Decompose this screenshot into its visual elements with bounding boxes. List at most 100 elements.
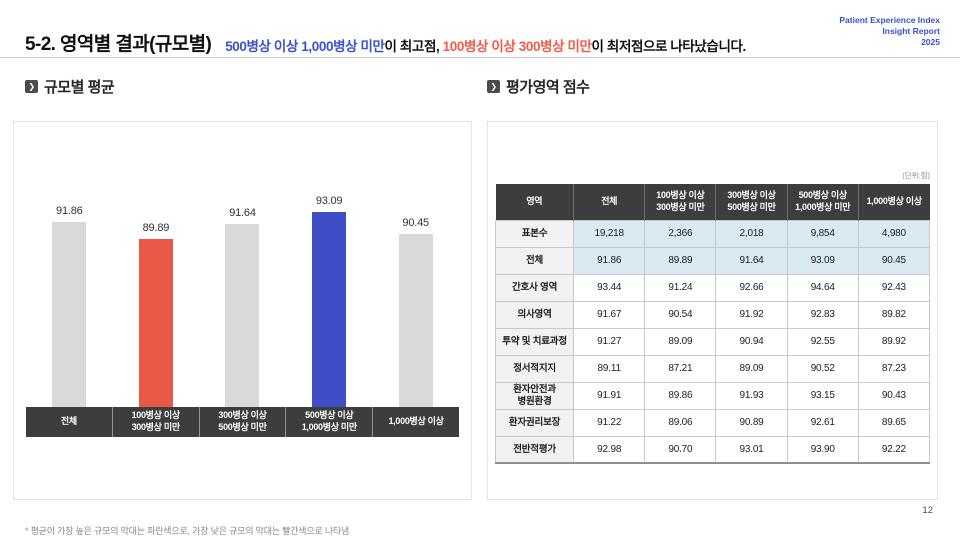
row-label: 정서적지지 — [494, 354, 575, 383]
score-cell: 89.06 — [644, 408, 717, 437]
chart-category-label: 전체 — [60, 416, 77, 427]
score-cell: 91.67 — [573, 300, 646, 329]
score-cell: 91.93 — [715, 381, 788, 410]
score-cell: 91.27 — [573, 327, 646, 356]
subtitle-mid: 이 최고점, — [384, 39, 443, 54]
score-cell: 91.91 — [573, 381, 646, 410]
table-row: 전체 91.86 89.89 91.64 93.09 90.45 — [494, 246, 931, 275]
score-cell: 89.65 — [857, 408, 931, 437]
chart-section-title: ❯ 규모별 평균 — [25, 76, 115, 97]
bar-column: 91.86 — [26, 122, 113, 407]
score-cell: 90.43 — [857, 381, 931, 410]
score-cell: 91.64 — [715, 246, 788, 275]
row-label: 전체 — [494, 246, 575, 275]
subtitle-highlight-red: 100병상 이상 300병상 미만 — [442, 39, 592, 54]
score-cell: 92.61 — [786, 408, 859, 437]
table-row: 환자안전과 병원환경 91.91 89.86 91.93 93.15 90.43 — [494, 381, 931, 410]
score-cell: 91.92 — [715, 300, 788, 329]
score-cell: 93.01 — [715, 435, 788, 464]
table-row: 정서적지지 89.11 87.21 89.09 90.52 87.23 — [494, 354, 931, 383]
table-row: 투약 및 치료과정 91.27 89.09 90.94 92.55 89.92 — [494, 327, 931, 356]
bar — [225, 224, 260, 407]
page-subtitle: 500병상 이상 1,000병상 미만이 최고점, 100병상 이상 300병상… — [225, 35, 746, 57]
score-cell: 4,980 — [857, 219, 931, 248]
score-cell: 93.09 — [786, 246, 859, 275]
table-row: 의사영역 91.67 90.54 91.92 92.83 89.82 — [494, 300, 931, 329]
score-cell: 90.54 — [644, 300, 717, 329]
table-card: (단위:점) 영역 전체 100병상 이상 300병상 미만 300병상 이상 500… — [487, 121, 938, 500]
score-cell: 92.22 — [857, 435, 931, 464]
score-cell: 9,854 — [786, 219, 859, 248]
score-cell: 91.86 — [573, 246, 646, 275]
score-cell: 89.89 — [644, 246, 717, 275]
bar-column: 93.09 — [286, 122, 373, 407]
chart-category-bar: 전체 100병상 이상 300병상 미만 300병상 이상 500병상 미만 500병… — [26, 407, 459, 437]
page-header: 5-2. 영역별 결과(규모별) 500병상 이상 1,000병상 미만이 최고… — [0, 0, 960, 57]
score-cell: 90.70 — [644, 435, 717, 464]
score-cell: 92.66 — [715, 273, 788, 302]
row-label: 투약 및 치료과정 — [494, 327, 575, 356]
brand-line-3: 2025 — [921, 37, 940, 48]
score-cell: 90.45 — [857, 246, 931, 275]
score-cell: 89.09 — [644, 327, 717, 356]
score-cell: 19,218 — [573, 219, 646, 248]
subtitle-tail: 이 최저점으로 나타났습니다. — [591, 39, 747, 54]
footnote: * 평균이 가장 높은 규모의 막대는 파란색으로, 가장 낮은 규모의 막대는… — [25, 526, 350, 536]
table-section-title-label: 평가영역 점수 — [506, 79, 590, 96]
section-arrow-icon: ❯ — [25, 80, 38, 93]
table-column-header: 1,000병상 이상 — [858, 184, 930, 220]
score-cell: 91.24 — [644, 273, 717, 302]
score-cell: 87.21 — [644, 354, 717, 383]
table-column-header: 500병상 이상 1,000병상 미만 — [787, 184, 859, 220]
table-column-header: 전체 — [573, 184, 646, 220]
row-label: 의사영역 — [494, 300, 575, 329]
score-cell: 89.92 — [857, 327, 931, 356]
chart-category-label: 500병상 이상 1,000병상 미만 — [285, 407, 372, 437]
bar-chart: 91.86 89.89 91.64 93.09 90.45 — [26, 122, 459, 407]
brand-line-1: Patient Experience Index — [839, 15, 940, 25]
score-cell: 87.23 — [857, 354, 931, 383]
score-cell: 92.98 — [573, 435, 646, 464]
header-divider — [0, 57, 960, 58]
row-label: 환자안전과 병원환경 — [494, 381, 575, 410]
bar-value-label: 91.64 — [229, 207, 256, 220]
row-label: 간호사 영역 — [494, 273, 575, 302]
table-column-header: 100병상 이상 300병상 미만 — [644, 184, 717, 220]
score-cell: 90.94 — [715, 327, 788, 356]
subtitle-highlight-blue: 500병상 이상 1,000병상 미만 — [225, 39, 385, 54]
chart-category-label: 1,000병상 이상 — [372, 407, 459, 437]
bar-column: 90.45 — [372, 122, 459, 407]
table-row: 환자권리보장 91.22 89.06 90.89 92.61 89.65 — [494, 408, 931, 437]
bar-value-label: 89.89 — [142, 221, 170, 234]
score-cell: 89.82 — [857, 300, 931, 329]
table-column-header: 300병상 이상 500병상 미만 — [715, 184, 788, 220]
chart-category-label: 300병상 이상 500병상 미만 — [198, 407, 286, 437]
bar — [398, 234, 433, 407]
score-cell: 90.52 — [786, 354, 859, 383]
score-cell: 89.86 — [644, 381, 717, 410]
score-cell: 92.83 — [786, 300, 859, 329]
score-cell: 93.44 — [573, 273, 646, 302]
table-column-header: 영역 — [495, 184, 575, 220]
brand-line-2: Insight Report — [882, 26, 940, 37]
score-cell: 89.09 — [715, 354, 788, 383]
report-brand: Patient Experience Index Insight Report … — [839, 13, 940, 57]
bar-value-label: 90.45 — [402, 217, 429, 230]
bar-value-label: 93.09 — [315, 194, 343, 207]
score-cell: 89.11 — [573, 354, 646, 383]
row-label: 전반적평가 — [494, 435, 575, 464]
table-row: 간호사 영역 93.44 91.24 92.66 94.64 92.43 — [494, 273, 931, 302]
bar — [312, 211, 347, 407]
page-title: 5-2. 영역별 결과(규모별) — [25, 34, 212, 56]
chart-category-label: 100병상 이상 300병상 미만 — [111, 407, 199, 437]
bar — [52, 222, 87, 407]
bar-column: 89.89 — [113, 122, 200, 407]
chart-section-title-label: 규모별 평균 — [44, 79, 115, 96]
unit-note: (단위:점) — [902, 171, 930, 180]
score-cell: 90.89 — [715, 408, 788, 437]
score-cell: 2,018 — [715, 219, 788, 248]
score-cell: 2,366 — [644, 219, 717, 248]
score-cell: 92.55 — [786, 327, 859, 356]
table-section-title: ❯ 평가영역 점수 — [487, 76, 590, 97]
score-table: 영역 전체 100병상 이상 300병상 미만 300병상 이상 500병상 미만 50… — [494, 184, 931, 464]
